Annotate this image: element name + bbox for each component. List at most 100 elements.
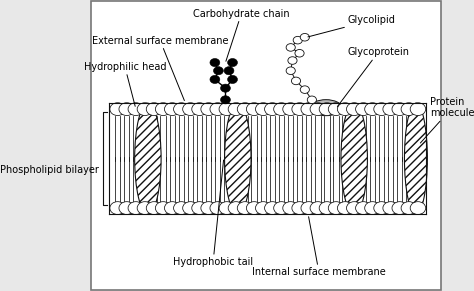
- Circle shape: [286, 67, 295, 74]
- Ellipse shape: [135, 103, 161, 214]
- Circle shape: [246, 103, 262, 116]
- Text: Hydrophobic tail: Hydrophobic tail: [173, 160, 253, 267]
- Circle shape: [292, 202, 308, 214]
- Circle shape: [392, 202, 408, 214]
- Circle shape: [328, 202, 344, 214]
- Circle shape: [365, 202, 380, 214]
- Circle shape: [228, 202, 244, 214]
- Circle shape: [356, 103, 371, 116]
- Circle shape: [292, 77, 301, 85]
- Circle shape: [319, 202, 335, 214]
- Circle shape: [173, 202, 189, 214]
- Circle shape: [401, 103, 417, 116]
- Circle shape: [410, 202, 426, 214]
- Circle shape: [246, 202, 262, 214]
- Circle shape: [383, 202, 399, 214]
- Circle shape: [295, 49, 304, 57]
- Circle shape: [301, 202, 317, 214]
- Circle shape: [401, 202, 417, 214]
- Circle shape: [300, 33, 310, 41]
- Circle shape: [337, 103, 353, 116]
- Circle shape: [119, 202, 135, 214]
- Circle shape: [192, 202, 207, 214]
- Bar: [109, 103, 427, 214]
- Text: Hydrophilic head: Hydrophilic head: [84, 62, 166, 106]
- Circle shape: [273, 103, 289, 116]
- Circle shape: [220, 96, 230, 104]
- Circle shape: [383, 103, 399, 116]
- Circle shape: [164, 202, 180, 214]
- Text: External surface membrane: External surface membrane: [92, 36, 228, 101]
- Circle shape: [310, 202, 326, 214]
- Circle shape: [237, 103, 253, 116]
- Circle shape: [210, 202, 226, 214]
- Ellipse shape: [341, 103, 367, 214]
- Circle shape: [182, 202, 198, 214]
- Text: Internal surface membrane: Internal surface membrane: [252, 217, 386, 277]
- Circle shape: [410, 103, 426, 116]
- Circle shape: [319, 103, 335, 116]
- Circle shape: [110, 103, 126, 116]
- Circle shape: [219, 202, 235, 214]
- Circle shape: [310, 103, 326, 116]
- Circle shape: [119, 103, 135, 116]
- Circle shape: [283, 103, 298, 116]
- Circle shape: [228, 75, 237, 84]
- Circle shape: [273, 202, 289, 214]
- Circle shape: [255, 103, 271, 116]
- Circle shape: [110, 202, 126, 214]
- Circle shape: [328, 103, 344, 116]
- Circle shape: [346, 103, 362, 116]
- Circle shape: [288, 57, 297, 64]
- Circle shape: [283, 202, 298, 214]
- Circle shape: [264, 103, 280, 116]
- Circle shape: [182, 103, 198, 116]
- Text: Glycolipid: Glycolipid: [308, 15, 395, 37]
- Circle shape: [392, 103, 408, 116]
- Circle shape: [210, 75, 220, 84]
- Circle shape: [264, 202, 280, 214]
- Circle shape: [337, 202, 353, 214]
- Circle shape: [128, 202, 144, 214]
- Circle shape: [164, 103, 180, 116]
- Circle shape: [155, 103, 171, 116]
- Circle shape: [210, 58, 220, 67]
- Text: Carbohydrate chain: Carbohydrate chain: [193, 9, 290, 61]
- Circle shape: [146, 103, 162, 116]
- Circle shape: [346, 202, 362, 214]
- Circle shape: [301, 103, 317, 116]
- Circle shape: [237, 202, 253, 214]
- Circle shape: [201, 202, 217, 214]
- Ellipse shape: [225, 103, 251, 214]
- Circle shape: [201, 103, 217, 116]
- Circle shape: [146, 202, 162, 214]
- Circle shape: [213, 67, 223, 75]
- Circle shape: [374, 103, 389, 116]
- Text: Glycoprotein: Glycoprotein: [337, 47, 409, 107]
- Circle shape: [300, 86, 310, 93]
- Circle shape: [210, 103, 226, 116]
- Circle shape: [128, 103, 144, 116]
- Circle shape: [356, 202, 371, 214]
- Circle shape: [219, 103, 235, 116]
- Circle shape: [137, 103, 153, 116]
- Text: Phospholipid bilayer: Phospholipid bilayer: [0, 165, 99, 175]
- Ellipse shape: [404, 103, 428, 214]
- Circle shape: [155, 202, 171, 214]
- Circle shape: [255, 202, 271, 214]
- Circle shape: [286, 44, 295, 51]
- Circle shape: [192, 103, 207, 116]
- Circle shape: [228, 103, 244, 116]
- Circle shape: [374, 202, 389, 214]
- Circle shape: [137, 202, 153, 214]
- Circle shape: [293, 36, 302, 44]
- Circle shape: [307, 96, 317, 104]
- Circle shape: [220, 84, 230, 92]
- Circle shape: [173, 103, 189, 116]
- Circle shape: [228, 58, 237, 67]
- Ellipse shape: [310, 100, 342, 116]
- Circle shape: [292, 103, 308, 116]
- Circle shape: [224, 67, 234, 75]
- Circle shape: [365, 103, 380, 116]
- Text: Protein
molecule: Protein molecule: [420, 97, 474, 143]
